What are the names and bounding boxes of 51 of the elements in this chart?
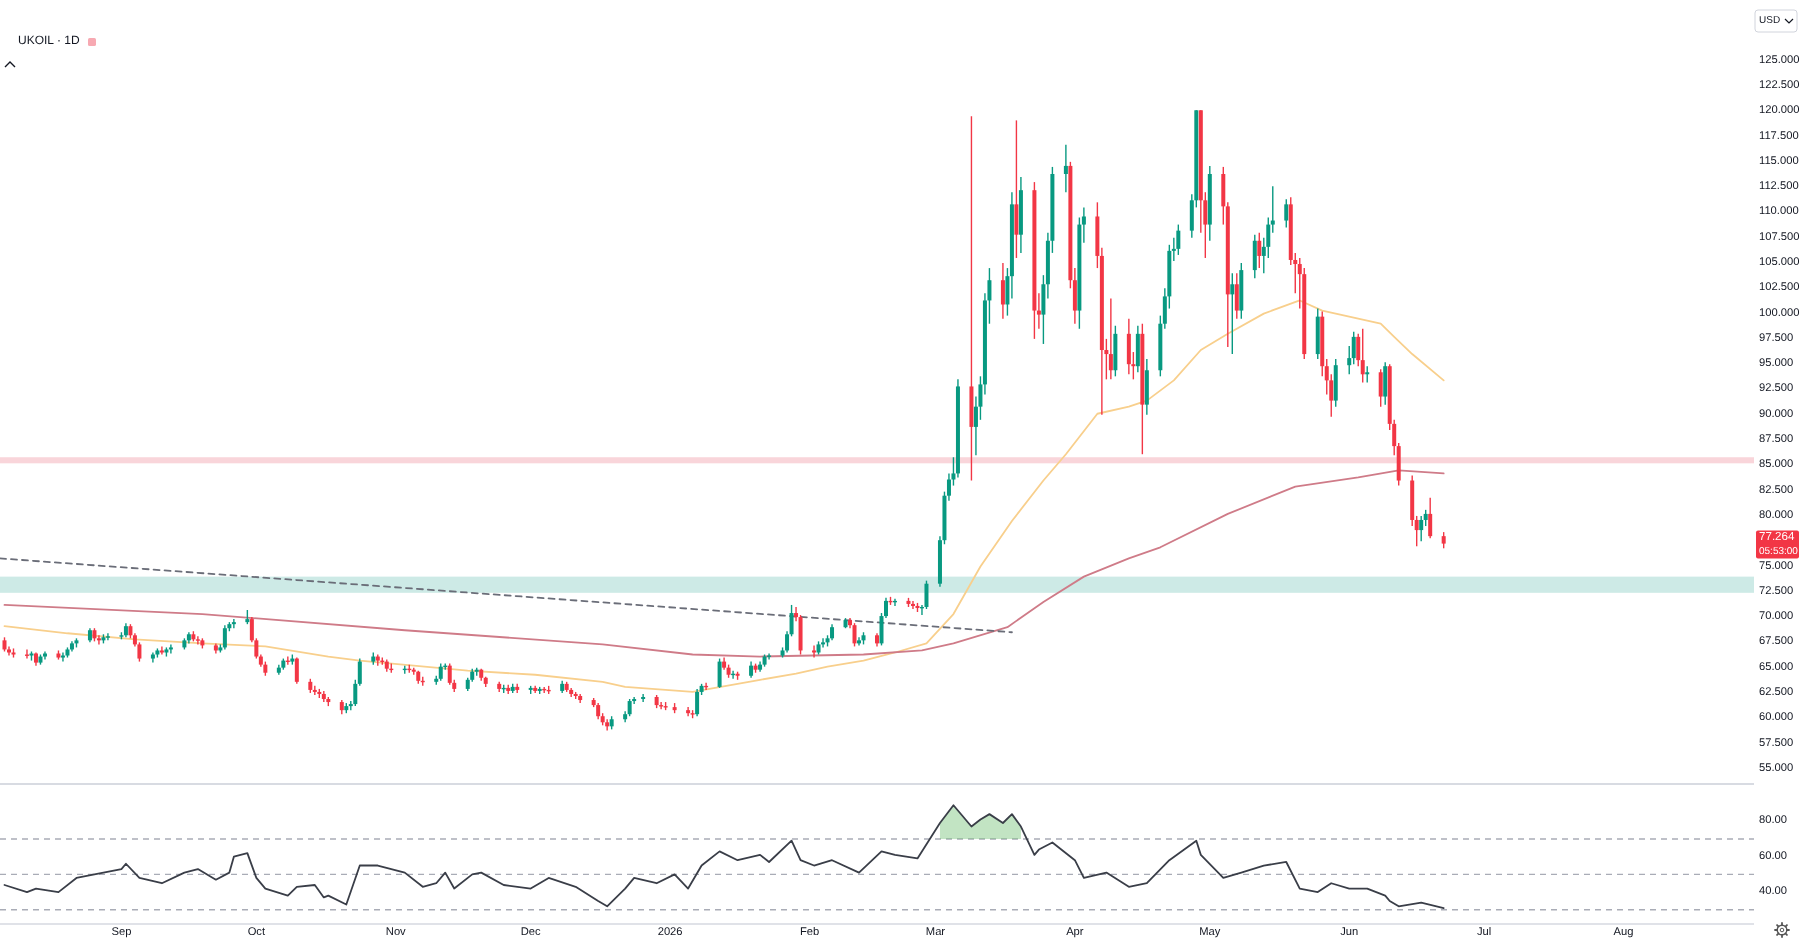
candlestick bbox=[1135, 325, 1140, 373]
candlestick bbox=[1315, 307, 1320, 360]
candlestick bbox=[852, 622, 857, 648]
candlestick bbox=[924, 579, 929, 610]
candlestick bbox=[717, 657, 722, 689]
candlestick bbox=[1360, 328, 1365, 384]
candlestick bbox=[1257, 231, 1262, 269]
candlestick bbox=[137, 641, 142, 663]
candlestick bbox=[1383, 361, 1388, 406]
candlestick bbox=[641, 693, 646, 703]
candlestick bbox=[1333, 358, 1338, 408]
candlestick bbox=[695, 688, 700, 717]
candlestick bbox=[1018, 176, 1023, 254]
candlestick bbox=[1230, 272, 1235, 355]
candlestick bbox=[1428, 497, 1433, 539]
candlestick bbox=[1284, 198, 1289, 229]
candlestick bbox=[222, 624, 227, 651]
candlestick bbox=[150, 651, 155, 664]
candlestick bbox=[195, 635, 200, 646]
candlestick bbox=[1126, 317, 1131, 375]
candlestick bbox=[60, 651, 65, 663]
candlestick bbox=[1063, 143, 1068, 193]
candlestick bbox=[910, 600, 915, 610]
candlestick bbox=[686, 706, 691, 717]
line-series bbox=[3, 299, 1445, 693]
candlestick bbox=[821, 637, 826, 649]
candlestick bbox=[105, 632, 110, 642]
candlestick bbox=[42, 650, 47, 661]
candlestick bbox=[294, 656, 299, 685]
candlestick bbox=[1014, 119, 1019, 259]
candlestick bbox=[1419, 515, 1424, 542]
candlestick bbox=[1000, 262, 1005, 320]
candlestick bbox=[159, 645, 164, 656]
candlestick bbox=[231, 618, 236, 629]
candlestick bbox=[6, 645, 11, 657]
line-series bbox=[3, 804, 1445, 909]
candlestick bbox=[1113, 325, 1118, 378]
candlestick bbox=[798, 614, 803, 656]
candlestick bbox=[168, 643, 173, 655]
candlestick bbox=[312, 685, 317, 696]
candlestick bbox=[1234, 272, 1239, 320]
candlestick bbox=[447, 662, 452, 686]
candlestick bbox=[1108, 297, 1113, 381]
candlestick bbox=[1144, 358, 1149, 416]
candlestick bbox=[1252, 233, 1257, 279]
candlestick bbox=[969, 115, 974, 482]
candlestick bbox=[1176, 223, 1181, 256]
candlestick bbox=[1239, 262, 1244, 320]
candlestick bbox=[812, 644, 817, 659]
candlestick bbox=[1378, 368, 1383, 408]
candlestick bbox=[96, 634, 101, 646]
